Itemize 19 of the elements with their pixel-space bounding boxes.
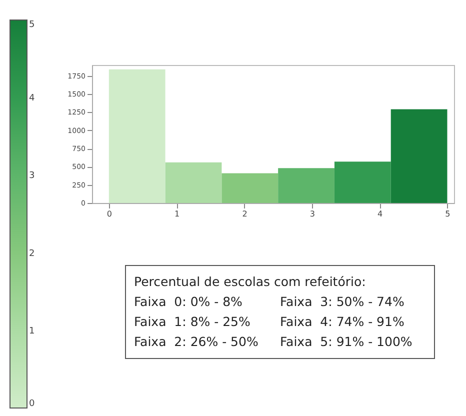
x-tick-label: 2 — [242, 210, 248, 218]
text: Faixa 1: 8% - 25% — [134, 313, 252, 331]
text: Faixa 3: 50% - 74% — [280, 293, 406, 311]
color-bar-label: 4 — [29, 94, 35, 104]
text: Faixa 4: 74% - 91% — [280, 313, 406, 331]
text: Percentual de escolas com refeitório: — [134, 273, 367, 291]
text: Faixa 5: 91% - 100% — [280, 333, 414, 351]
color-bar-label: 1 — [29, 326, 35, 336]
color-bar-label: 0 — [29, 399, 35, 409]
color-bar-label: 5 — [29, 20, 35, 30]
text: Faixa 2: 26% - 50% — [134, 333, 260, 351]
x-tick-label: 5 — [445, 210, 450, 218]
color-bar-label: 3 — [29, 171, 35, 182]
text: Faixa 0: 0% - 8% — [134, 293, 244, 311]
x-tick-label: 3 — [310, 210, 315, 218]
color-bar-label: 2 — [29, 248, 35, 259]
x-tick-label: 1 — [174, 210, 180, 218]
x-tick-label: 0 — [106, 210, 112, 218]
x-tick-label: 4 — [378, 210, 383, 218]
